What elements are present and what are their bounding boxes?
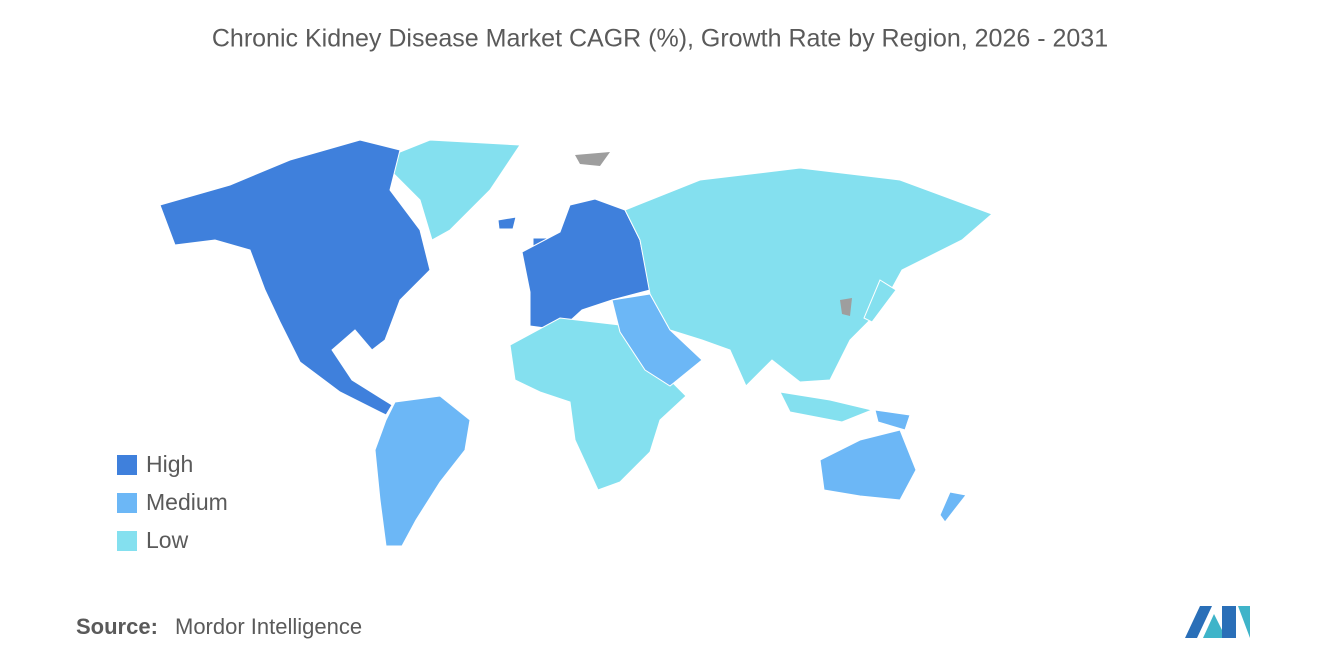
legend-swatch <box>117 455 137 475</box>
southeast-asia <box>779 391 874 423</box>
australia <box>819 429 917 501</box>
new-guinea <box>874 409 911 431</box>
logo <box>1185 606 1250 638</box>
source-text: Mordor Intelligence <box>175 614 362 639</box>
source-label: Source: <box>76 614 158 639</box>
japan <box>863 279 897 323</box>
new-zealand <box>939 491 967 523</box>
legend-label: High <box>146 451 193 477</box>
svalbard-no-data <box>575 152 610 166</box>
korea-no-data <box>840 298 852 316</box>
greenland <box>379 139 521 241</box>
legend-label: Low <box>146 527 189 553</box>
asia <box>624 167 993 387</box>
legend-label: Medium <box>146 489 228 515</box>
world-map <box>159 139 993 547</box>
legend: High Medium Low <box>117 451 228 553</box>
legend-swatch <box>117 531 137 551</box>
north-america <box>159 139 431 416</box>
south-america <box>374 395 471 547</box>
iceland <box>497 216 517 230</box>
legend-swatch <box>117 493 137 513</box>
map-title: Chronic Kidney Disease Market CAGR (%), … <box>212 25 1108 53</box>
